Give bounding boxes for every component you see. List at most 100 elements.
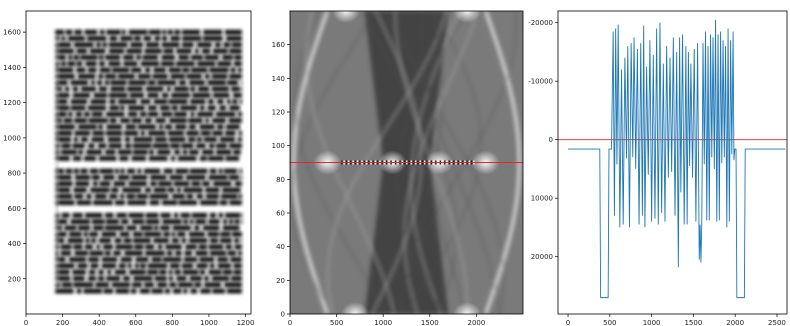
text-blob — [76, 288, 82, 294]
text-blob — [212, 92, 230, 98]
text-blob — [241, 86, 243, 92]
text-blob — [204, 276, 209, 281]
text-blob — [230, 257, 242, 262]
margin-dot — [55, 65, 59, 68]
text-blob — [223, 168, 238, 174]
text-blob — [129, 92, 145, 98]
text-blob — [88, 257, 100, 262]
text-blob — [183, 257, 198, 262]
text-blob — [231, 231, 242, 237]
text-blob — [194, 48, 199, 54]
line-plot-x-tick-label: 1500 — [684, 319, 702, 326]
text-blob — [147, 111, 159, 117]
text-blob — [74, 118, 88, 123]
text-blob — [171, 238, 180, 243]
text-blob — [126, 193, 136, 199]
sinogram-x-tick-label: 2000 — [467, 319, 485, 326]
text-blob — [159, 105, 171, 111]
text-blob — [140, 99, 151, 105]
margin-dot — [55, 282, 59, 285]
text-blob — [217, 61, 232, 67]
text-blob — [219, 137, 236, 142]
text-image-x-tick-label: 200 — [56, 319, 69, 326]
text-blob — [168, 99, 188, 105]
text-blob — [123, 61, 138, 67]
text-blob — [189, 149, 199, 155]
text-blob — [95, 282, 110, 288]
text-blob — [189, 168, 208, 174]
text-blob — [177, 282, 193, 288]
text-blob — [86, 149, 103, 155]
text-blob — [222, 269, 233, 275]
text-image-x-tick-label: 1200 — [237, 319, 255, 326]
text-blob — [204, 55, 220, 60]
text-blob — [83, 231, 88, 237]
text-blob — [61, 149, 78, 155]
text-blob — [205, 193, 220, 199]
text-blob — [201, 149, 214, 155]
text-blob — [136, 55, 142, 60]
text-blob — [91, 137, 105, 142]
text-blob — [99, 181, 111, 187]
text-blob — [178, 80, 187, 86]
text-blob — [225, 244, 233, 250]
text-blob — [170, 73, 186, 79]
text-blob — [147, 130, 166, 136]
text-blob — [207, 105, 216, 111]
text-blob — [64, 225, 77, 231]
text-blob — [85, 61, 97, 67]
text-blob — [90, 263, 99, 269]
text-blob — [73, 137, 79, 142]
text-blob — [195, 250, 208, 256]
text-blob — [73, 244, 83, 250]
text-blob — [226, 288, 242, 294]
text-blob — [120, 105, 125, 111]
text-blob — [105, 219, 120, 225]
text-blob — [55, 181, 73, 187]
text-blob — [72, 92, 91, 98]
text-blob — [120, 219, 129, 225]
text-blob — [55, 225, 63, 231]
text-blob — [109, 36, 118, 41]
text-blob — [55, 124, 76, 130]
text-blob — [181, 42, 194, 48]
text-blob — [199, 257, 215, 262]
margin-dot — [55, 220, 59, 223]
margin-dot — [55, 278, 59, 282]
text-blob — [119, 118, 131, 123]
text-blob — [91, 238, 97, 243]
text-blob — [207, 231, 220, 237]
text-blob — [140, 130, 146, 136]
text-blob — [234, 219, 240, 225]
text-blob — [187, 137, 196, 142]
text-blob — [120, 257, 133, 262]
text-blob — [229, 105, 240, 111]
margin-dot — [55, 108, 59, 111]
margin-dot — [55, 69, 59, 72]
text-blob — [127, 168, 136, 174]
line-plot-y-tick-label: 20000 — [531, 253, 553, 261]
text-blob — [55, 143, 61, 149]
text-blob — [90, 187, 110, 193]
text-blob — [99, 168, 114, 174]
text-blob — [145, 86, 164, 92]
text-blob — [88, 143, 95, 149]
text-blob — [114, 168, 119, 174]
line-plot-x-tick-label: 0 — [566, 319, 570, 326]
text-blob — [103, 288, 114, 294]
text-blob — [106, 124, 123, 130]
text-blob — [145, 250, 165, 256]
margin-dot — [55, 228, 59, 231]
sinogram-x-tick-label: 0 — [288, 319, 292, 326]
text-blob — [98, 124, 104, 130]
text-blob — [229, 143, 242, 149]
text-blob — [191, 212, 208, 218]
text-blob — [73, 42, 94, 48]
text-image-y-tick-label: 1000 — [3, 134, 21, 142]
text-blob — [132, 238, 151, 243]
text-blob — [199, 105, 205, 111]
text-blob — [133, 36, 142, 41]
text-blob — [202, 225, 220, 231]
text-blob — [180, 212, 191, 218]
text-blob — [104, 80, 110, 86]
